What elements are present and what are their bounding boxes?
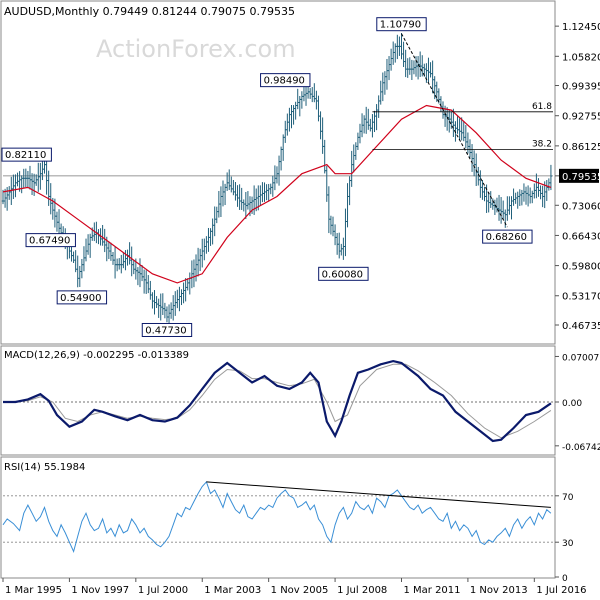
macd-signal-line bbox=[2, 363, 552, 439]
x-tick-label: 1 Jul 2016 bbox=[536, 585, 586, 596]
price-tick-label: 0.46735 bbox=[562, 321, 600, 332]
rsi-label: RSI(14) 55.1984 bbox=[4, 462, 85, 473]
macd-zero-box bbox=[559, 395, 599, 409]
price-annotation-label: 0.82110 bbox=[5, 150, 46, 161]
rsi-panel: RSI(14) 55.1984 70 30 0 bbox=[0, 456, 574, 584]
fib-level-label: 38.2 bbox=[532, 140, 552, 150]
fib-level-label: 61.8 bbox=[532, 102, 552, 112]
price-annotation-label: 0.54900 bbox=[60, 293, 101, 304]
macd-tick-label: 0.00 bbox=[562, 399, 582, 409]
price-tick-label: 0.73060 bbox=[562, 201, 600, 212]
macd-tick-label: -0.067423 bbox=[562, 443, 600, 453]
price-annotation-label: 0.68260 bbox=[486, 232, 527, 243]
rsi-tick-label: 0 bbox=[562, 574, 568, 584]
price-annotation-label: 0.47730 bbox=[145, 325, 186, 336]
watermark: ActionForex.com bbox=[96, 35, 296, 63]
x-tick-label: 1 Nov 2013 bbox=[470, 585, 528, 596]
rsi-line bbox=[2, 480, 552, 553]
price-annotation-box bbox=[318, 266, 369, 281]
price-trendline bbox=[401, 33, 508, 228]
price-annotation-box bbox=[482, 229, 533, 244]
x-tick-label: 1 Jul 2008 bbox=[337, 585, 387, 596]
macd-panel-frame bbox=[0, 345, 556, 456]
price-annotation-label: 0.98490 bbox=[264, 76, 305, 87]
macd-line bbox=[3, 359, 552, 443]
price-annotation-box bbox=[376, 17, 427, 32]
x-tick-label: 1 Jul 2000 bbox=[138, 585, 188, 596]
rsi-y-axis: 70 30 0 bbox=[3, 493, 574, 584]
current-price-label: 0.79535 bbox=[562, 172, 600, 183]
price-tick-label: 1.12450 bbox=[562, 22, 600, 33]
x-tick-label: 1 Mar 1995 bbox=[5, 585, 62, 596]
price-tick-label: 0.92755 bbox=[562, 112, 600, 123]
price-annotation-label: 0.67490 bbox=[29, 236, 70, 247]
x-tick-label: 1 Mar 2011 bbox=[403, 585, 460, 596]
price-series bbox=[1, 33, 553, 323]
rsi-tick-label: 70 bbox=[562, 493, 574, 503]
macd-label: MACD(12,26,9) -0.002295 -0.013389 bbox=[4, 350, 189, 361]
x-tick-label: 1 Nov 1997 bbox=[71, 585, 129, 596]
chart-title: AUDUSD,Monthly 0.79449 0.81244 0.79075 0… bbox=[4, 5, 295, 18]
price-annotation-box bbox=[25, 233, 76, 248]
price-annotation-box bbox=[56, 290, 108, 305]
price-annotation-box bbox=[1, 147, 52, 162]
moving-average-line bbox=[2, 104, 552, 284]
rsi-tick-label: 30 bbox=[562, 539, 574, 549]
macd-y-axis: 0.070071 0.00 -0.067423 bbox=[3, 353, 600, 453]
x-tick-label: 1 Nov 2005 bbox=[271, 585, 329, 596]
macd-panel: MACD(12,26,9) -0.002295 -0.013389 0.0700… bbox=[0, 345, 600, 456]
price-tick-label: 0.53170 bbox=[562, 292, 600, 303]
price-y-axis: 1.12450 1.05820 0.99395 0.92755 0.86125 0.795… bbox=[3, 22, 600, 332]
price-tick-label: 0.59800 bbox=[562, 262, 600, 273]
rsi-panel-frame bbox=[0, 456, 556, 579]
price-tick-label: 1.05820 bbox=[562, 52, 600, 63]
price-annotation-label: 1.10790 bbox=[380, 20, 421, 31]
macd-tick-label: 0.070071 bbox=[562, 353, 600, 363]
price-tick-label: 0.99395 bbox=[562, 82, 600, 93]
macd-series bbox=[2, 359, 552, 443]
current-price-box bbox=[559, 168, 599, 183]
price-annotations: 61.8 38.2 0.82110 0.67490 0.54900 0.47730 0.98… bbox=[1, 17, 553, 337]
price-panel: AUDUSD,Monthly 0.79449 0.81244 0.79075 0… bbox=[0, 0, 600, 345]
x-axis: 1 Mar 1995 1 Nov 1997 1 Jul 2000 1 Mar 2003… bbox=[2, 578, 587, 596]
rsi-trendline bbox=[206, 481, 551, 508]
price-annotation-label: 0.60080 bbox=[322, 269, 363, 280]
x-tick-label: 1 Mar 2003 bbox=[204, 585, 261, 596]
price-tick-label: 0.86125 bbox=[562, 142, 600, 153]
price-annotation-box bbox=[260, 73, 311, 88]
price-tick-label: 0.66430 bbox=[562, 231, 600, 242]
price-panel-frame bbox=[0, 0, 556, 345]
rsi-series bbox=[2, 480, 552, 553]
price-annotation-box bbox=[141, 322, 193, 337]
